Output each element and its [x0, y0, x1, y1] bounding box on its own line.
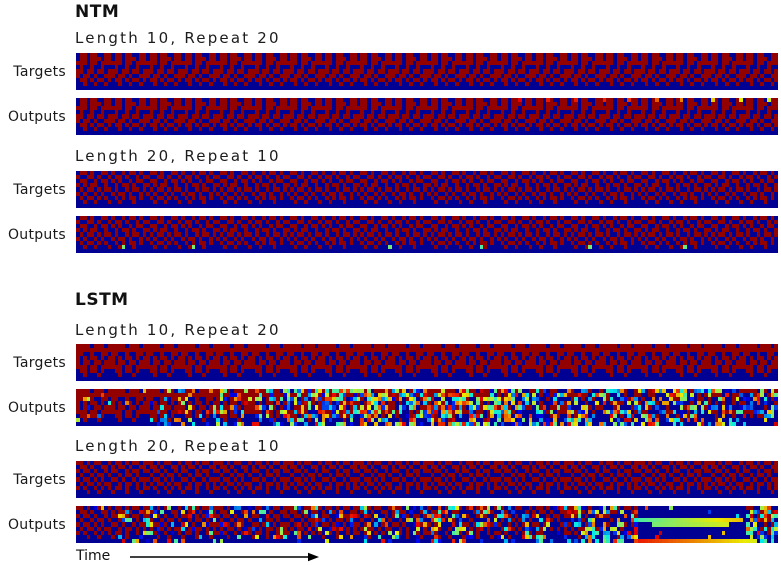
lstm-l10r20-targets-heatmap — [76, 344, 778, 381]
lstm-l10r20-targets-label: Targets — [13, 355, 66, 371]
ntm-section-title: NTM — [75, 2, 120, 22]
lstm-section-title: LSTM — [75, 290, 129, 310]
lstm-l20r10-outputs-label: Outputs — [7, 517, 66, 533]
ntm-l10r20-targets-heatmap — [76, 53, 778, 90]
lstm-l20r10-targets-heatmap — [76, 461, 778, 498]
ntm-l10r20-targets-label: Targets — [13, 64, 66, 80]
ntm-l20r10-targets-heatmap — [76, 171, 778, 208]
ntm-l10r20-subtitle: Length 10, Repeat 20 — [75, 29, 281, 47]
ntm-l20r10-subtitle: Length 20, Repeat 10 — [75, 147, 281, 165]
ntm-l10r20-outputs-heatmap — [76, 98, 778, 135]
ntm-l10r20-outputs-label: Outputs — [7, 109, 66, 125]
lstm-l20r10-outputs-heatmap — [76, 506, 778, 543]
time-arrow-icon — [130, 552, 319, 562]
lstm-l10r20-subtitle: Length 10, Repeat 20 — [75, 321, 281, 339]
lstm-l10r20-outputs-label: Outputs — [7, 400, 66, 416]
lstm-l20r10-subtitle: Length 20, Repeat 10 — [75, 437, 281, 455]
lstm-l10r20-outputs-heatmap — [76, 389, 778, 426]
ntm-l20r10-outputs-heatmap — [76, 216, 778, 253]
ntm-l20r10-outputs-label: Outputs — [7, 227, 66, 243]
lstm-l20r10-targets-label: Targets — [13, 472, 66, 488]
ntm-l20r10-targets-label: Targets — [13, 182, 66, 198]
time-axis-label: Time — [76, 548, 111, 564]
